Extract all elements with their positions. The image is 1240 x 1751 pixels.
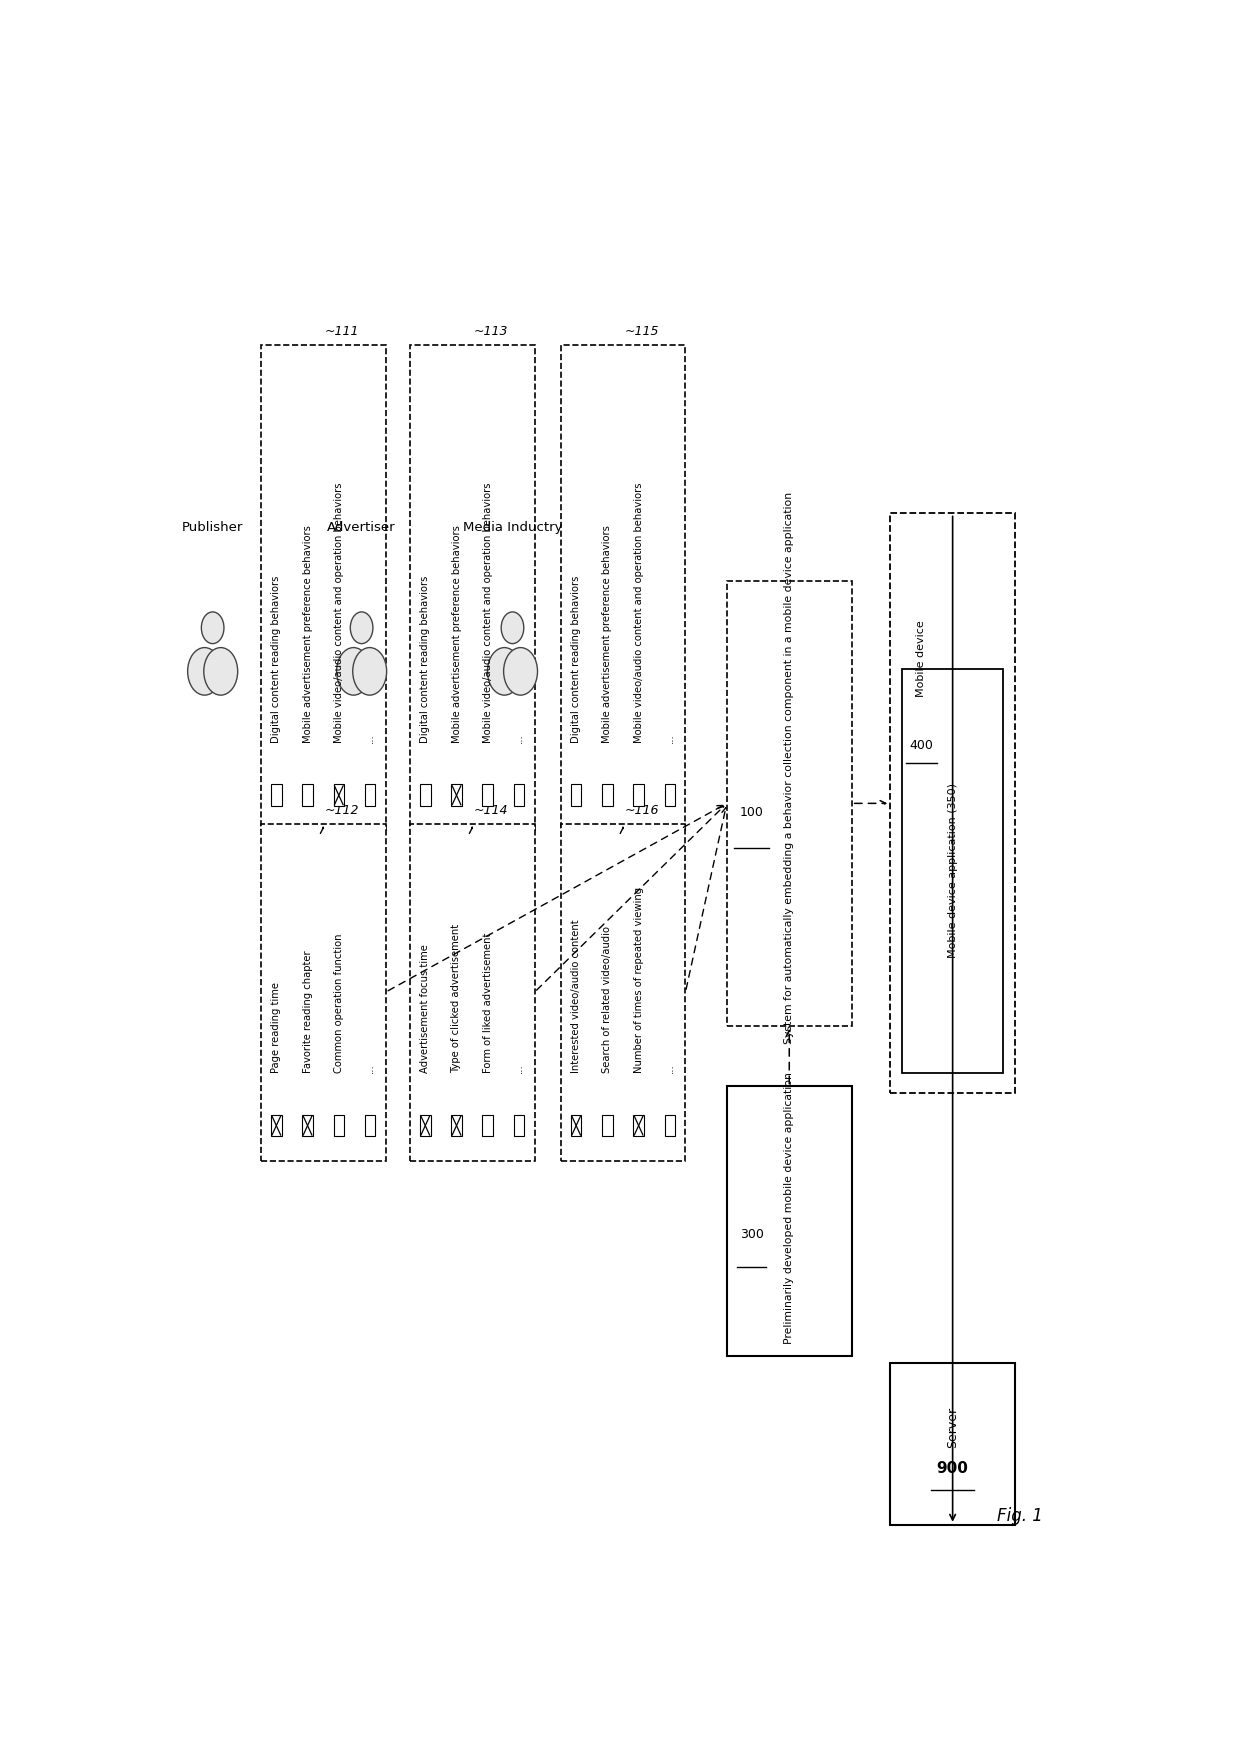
Text: ~114: ~114 [474,804,508,818]
Text: Interested video/audio content: Interested video/audio content [572,919,582,1073]
Bar [365,784,376,805]
Text: Digital content reading behaviors: Digital content reading behaviors [572,576,582,742]
Bar [303,784,312,805]
Circle shape [203,648,238,695]
Bar [303,1115,312,1136]
Bar [482,1115,494,1136]
Bar [409,345,534,830]
Text: Digital content reading behaviors: Digital content reading behaviors [420,576,430,742]
Bar [451,1115,461,1136]
Bar [482,784,494,805]
Circle shape [487,648,521,695]
Bar [334,1115,343,1136]
Text: Mobile advertisement preference behaviors: Mobile advertisement preference behavior… [303,525,312,742]
Bar [890,1362,1016,1525]
Text: Page reading time: Page reading time [272,982,281,1073]
Bar [513,784,525,805]
Bar [727,581,852,1026]
Text: ...: ... [365,734,374,742]
Text: Common operation function: Common operation function [334,933,343,1073]
Bar [665,784,675,805]
Text: Number of times of repeated viewing: Number of times of repeated viewing [634,888,644,1073]
Bar [903,669,1003,1073]
Text: Mobile video/audio content and operation behaviors: Mobile video/audio content and operation… [334,482,343,742]
Bar [634,784,644,805]
Text: Preliminarily developed mobile device application: Preliminarily developed mobile device ap… [784,1072,795,1343]
Text: Mobile device application (350): Mobile device application (350) [947,783,957,958]
Text: 900: 900 [936,1460,968,1476]
Bar [560,823,686,1161]
Circle shape [336,648,371,695]
Text: System for automatically embedding a behavior collection component in a mobile d: System for automatically embedding a beh… [784,492,795,1044]
Bar [570,784,582,805]
Text: Digital content reading behaviors: Digital content reading behaviors [272,576,281,742]
Text: Media Inductry: Media Inductry [463,520,562,534]
Bar [260,823,386,1161]
Text: ~111: ~111 [325,326,360,338]
Text: Fig. 1: Fig. 1 [997,1506,1043,1525]
Bar [365,1115,376,1136]
Bar [665,1115,675,1136]
Text: ...: ... [513,1063,525,1073]
Text: 400: 400 [909,739,934,751]
Text: Advertisement focus time: Advertisement focus time [420,944,430,1073]
Text: ...: ... [665,1063,675,1073]
Text: Search of related video/audio: Search of related video/audio [603,926,613,1073]
Text: Form of liked advertisement: Form of liked advertisement [482,933,492,1073]
Bar [570,1115,582,1136]
Bar [420,1115,430,1136]
Bar [272,784,281,805]
Bar [727,1086,852,1355]
Text: ...: ... [365,1063,374,1073]
Bar [603,784,613,805]
Text: ~113: ~113 [474,326,508,338]
Text: ...: ... [513,734,525,742]
Circle shape [201,611,224,644]
Text: Advertiser: Advertiser [327,520,396,534]
Bar [409,823,534,1161]
Text: Mobile device: Mobile device [916,620,926,697]
Text: Mobile video/audio content and operation behaviors: Mobile video/audio content and operation… [482,482,492,742]
Text: 300: 300 [740,1227,764,1241]
Text: Mobile video/audio content and operation behaviors: Mobile video/audio content and operation… [634,482,644,742]
Circle shape [501,611,523,644]
Text: Server: Server [946,1408,959,1448]
Text: Mobile advertisement preference behaviors: Mobile advertisement preference behavior… [451,525,461,742]
Text: Publisher: Publisher [182,520,243,534]
Bar [420,784,430,805]
Circle shape [187,648,222,695]
Text: Mobile advertisement preference behaviors: Mobile advertisement preference behavior… [603,525,613,742]
Bar [260,345,386,830]
Bar [513,1115,525,1136]
Text: ~115: ~115 [625,326,658,338]
Bar [272,1115,281,1136]
Bar [634,1115,644,1136]
Text: 100: 100 [740,805,764,819]
Circle shape [503,648,537,695]
Circle shape [351,611,373,644]
Bar [890,513,1016,1093]
Text: Type of clicked advertisement: Type of clicked advertisement [451,925,461,1073]
Bar [603,1115,613,1136]
Circle shape [352,648,387,695]
Text: ...: ... [665,734,675,742]
Text: ~112: ~112 [325,804,360,818]
Text: Favorite reading chapter: Favorite reading chapter [303,951,312,1073]
Text: ~116: ~116 [625,804,658,818]
Bar [560,345,686,830]
Bar [451,784,461,805]
Bar [334,784,343,805]
